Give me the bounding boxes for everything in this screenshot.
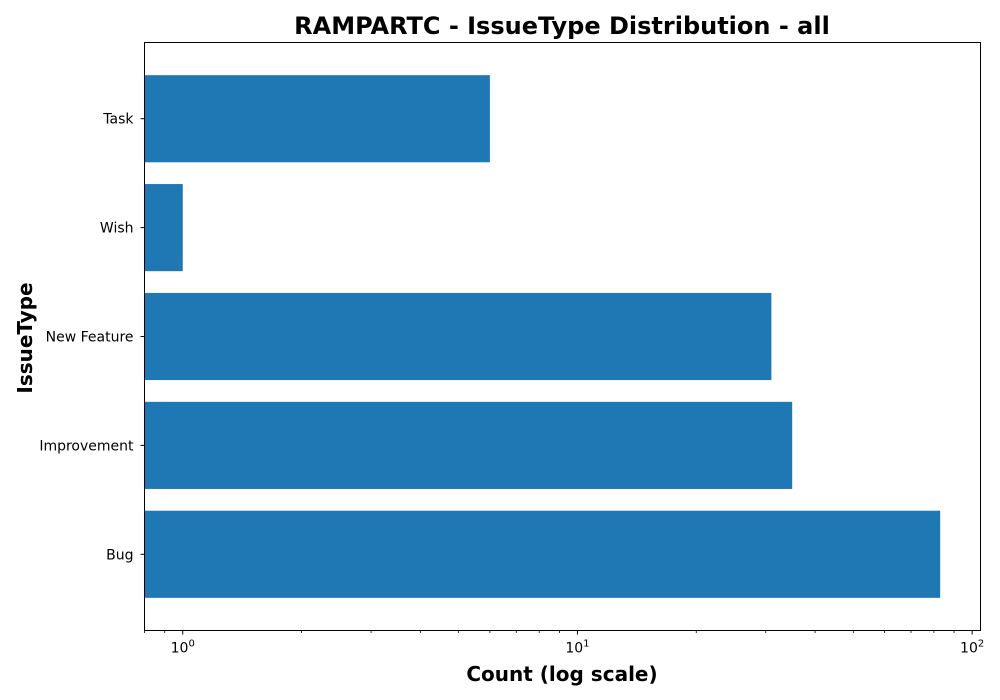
- bar-task: [144, 75, 490, 163]
- y-axis-ticks: Bug Improvement New Feature Wish Task: [39, 112, 145, 563]
- x-tick-label: 100: [171, 639, 195, 657]
- y-tick-label: Wish: [100, 221, 134, 237]
- y-axis-label: IssueType: [13, 282, 37, 393]
- bar-new-feature: [144, 292, 772, 381]
- bar-improvement: [144, 401, 793, 489]
- bar-wish: [144, 184, 183, 272]
- bars: [144, 75, 941, 598]
- chart-title: RAMPARTC - IssueType Distribution - all: [294, 12, 830, 40]
- x-axis-ticks: 100 101 102: [144, 630, 984, 657]
- y-tick-label: Bug: [106, 547, 133, 563]
- bar-bug: [144, 510, 941, 598]
- y-tick-label: New Feature: [46, 330, 134, 346]
- x-tick-label: 102: [960, 639, 984, 657]
- y-tick-label: Task: [102, 112, 134, 128]
- x-tick-label: 101: [565, 639, 589, 657]
- x-axis-label: Count (log scale): [466, 662, 657, 686]
- y-tick-label: Improvement: [39, 438, 134, 454]
